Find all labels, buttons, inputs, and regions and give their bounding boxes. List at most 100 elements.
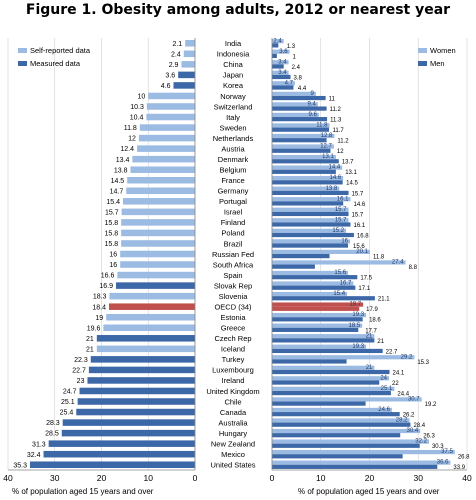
right-women-bar-0: [272, 39, 284, 44]
right-men-bar-27: [272, 327, 359, 332]
right-men-value-label: 22: [392, 381, 399, 387]
left-bar-3: [178, 71, 195, 79]
right-men-bar-20: [272, 254, 330, 259]
right-women-value-label: 15.2: [332, 228, 344, 234]
right-men-bar-36: [272, 422, 411, 427]
right-men-value-label: 19.2: [425, 402, 437, 408]
left-bar-value-label: 15.8: [105, 241, 119, 248]
left-bar-value-label: 28.5: [45, 431, 59, 438]
country-label: Norway: [220, 92, 246, 101]
left-bar-37: [61, 429, 196, 437]
right-women-bar-27: [272, 323, 363, 328]
right-women-bar-35: [272, 407, 392, 413]
right-men-value-label: 24.1: [392, 370, 404, 376]
left-bar-25: [108, 303, 195, 310]
right-men-value-label: 17.7: [365, 328, 377, 334]
left-bar-22: [117, 271, 195, 279]
right-men-bar-31: [272, 369, 390, 375]
country-label: Chile: [224, 397, 241, 406]
left-bar-24: [109, 292, 195, 300]
right-women-value-label: 36.6: [437, 460, 449, 466]
right-men-value-label: 11.3: [330, 118, 342, 124]
right-men-bar-2: [272, 64, 284, 69]
right-women-value-label: 18.5: [349, 323, 361, 329]
right-men-bar-24: [272, 296, 375, 301]
right-women-bar-24: [272, 291, 348, 297]
right-women-value-label: 14.4: [329, 165, 341, 171]
right-men-value-label: 15.7: [352, 191, 364, 197]
right-women-bar-9: [272, 133, 335, 139]
right-men-value-label: 17.5: [360, 276, 372, 282]
right-women-value-label: 12.8: [321, 133, 333, 139]
country-label: Estonia: [220, 313, 246, 322]
left-bar-16: [121, 208, 195, 216]
right-women-value-label: 24.6: [378, 407, 390, 413]
left-bar-value-label: 15.8: [105, 231, 119, 238]
legend-swatch-self-reported: [18, 48, 27, 53]
right-women-bar-15: [272, 197, 351, 202]
country-label: Czech Rep: [214, 334, 251, 343]
left-bar-7: [146, 113, 195, 121]
right-women-bar-40: [272, 460, 451, 465]
right-women-value-label: 13.8: [326, 186, 338, 192]
right-men-bar-5: [272, 95, 326, 101]
right-men-value-label: 17.1: [358, 286, 370, 292]
right-women-value-label: 28.2: [396, 418, 408, 424]
country-label: United States: [210, 461, 255, 470]
legend-label-measured: Measured data: [30, 59, 81, 68]
right-women-value-label: 16: [341, 238, 348, 244]
right-men-value-label: 14.5: [346, 181, 358, 187]
country-label: Netherlands: [213, 134, 254, 143]
country-label: Switzerland: [214, 102, 253, 111]
right-women-value-label: 3.4: [278, 70, 287, 76]
right-men-value-label: 2.4: [292, 65, 301, 71]
right-women-bar-28: [272, 334, 375, 339]
left-bar-value-label: 16: [109, 252, 117, 259]
right-men-value-label: 11.2: [330, 107, 342, 113]
left-bar-20: [120, 250, 195, 258]
left-bar-17: [121, 219, 195, 226]
left-bar-27: [103, 324, 195, 332]
right-women-bar-2: [272, 60, 289, 65]
country-label: Slovak Rep: [214, 281, 252, 290]
left-bar-39: [43, 450, 195, 458]
right-women-value-label: 3.4: [278, 59, 287, 65]
left-bar-value-label: 10: [137, 94, 145, 101]
chart-title: Figure 1. Obesity among adults, 2012 or …: [25, 2, 451, 18]
left-bar-35: [76, 408, 195, 416]
right-women-value-label: 15.7: [335, 217, 347, 223]
right-men-value-label: 11.2: [337, 139, 349, 145]
right-women-value-label: 16.1: [337, 196, 349, 202]
right-men-bar-10: [272, 148, 331, 153]
right-women-bar-14: [272, 186, 340, 191]
right-women-value-label: 29.2: [401, 354, 413, 360]
left-bar-value-label: 19.6: [87, 325, 101, 332]
left-bar-value-label: 2.9: [169, 62, 179, 69]
country-label: China: [223, 60, 243, 69]
right-x-tick-label: 30: [414, 473, 424, 483]
country-label: Belgium: [219, 166, 246, 175]
right-women-bar-20: [272, 249, 370, 254]
left-bar-21: [120, 261, 195, 268]
right-women-value-label: 11.8: [316, 123, 328, 129]
left-bar-29: [96, 345, 195, 353]
left-bar-34: [77, 398, 195, 405]
right-women-value-label: 15.6: [334, 270, 346, 276]
country-label: Italy: [226, 113, 240, 122]
right-women-value-label: 32.2: [415, 439, 427, 445]
left-bar-value-label: 14.5: [111, 178, 125, 185]
right-x-tick-label: 0: [270, 473, 275, 483]
left-bar-value-label: 21: [86, 346, 94, 353]
left-bar-value-label: 22.3: [74, 357, 88, 364]
right-men-value-label: 4.4: [298, 86, 307, 92]
right-men-value-label: 15.6: [353, 244, 365, 250]
right-men-value-label: 11.8: [373, 255, 385, 261]
left-bar-value-label: 18.4: [92, 304, 106, 311]
left-bar-value-label: 12: [128, 136, 136, 143]
right-women-bar-5: [272, 91, 316, 96]
right-men-bar-13: [272, 180, 343, 185]
legend-label-women: Women: [430, 46, 456, 55]
left-bar-value-label: 14.7: [110, 188, 124, 195]
left-bar-5: [148, 92, 195, 100]
country-label: New Zealand: [211, 439, 255, 448]
